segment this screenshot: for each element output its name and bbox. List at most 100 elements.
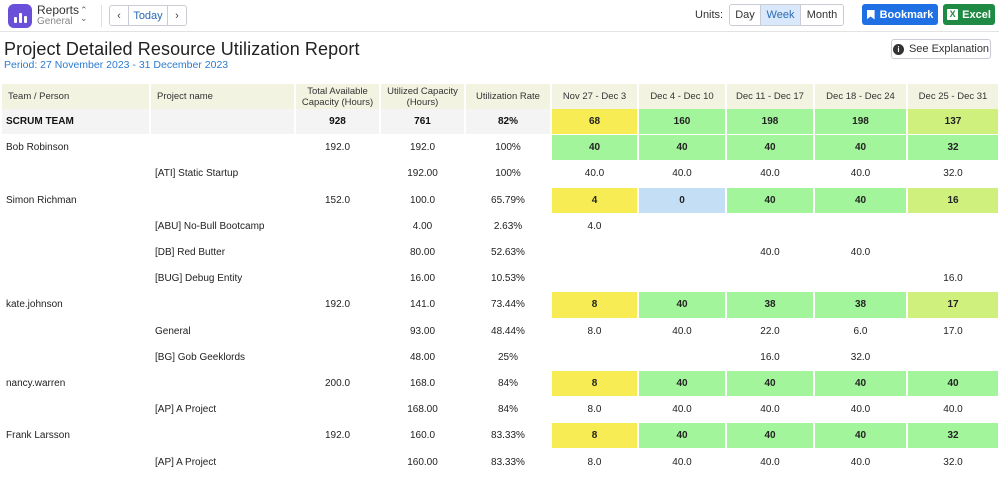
project-row: [ABU] No-Bull Bootcamp 4.00 2.63% 4.0: [2, 213, 999, 240]
cell-available: [296, 397, 381, 424]
col-week-5[interactable]: Dec 25 - Dec 31: [908, 84, 999, 109]
cell-rate: 48.44%: [466, 318, 552, 345]
cell-utilized: 168.0: [381, 370, 466, 398]
cell-available: 200.0: [296, 370, 381, 398]
col-project-name[interactable]: Project name: [151, 84, 296, 109]
cell-week-3: 40: [727, 370, 815, 398]
cell-project-name: [151, 109, 296, 136]
project-row: General 93.00 48.44% 8.0 40.0 22.0 6.0 17.0: [2, 318, 999, 345]
cell-rate: 100%: [466, 161, 552, 188]
cell-team-person: [2, 397, 151, 424]
cell-team-person: SCRUM TEAM: [2, 109, 151, 136]
cell-week-3: [727, 266, 815, 293]
cell-team-person: [2, 449, 151, 476]
cell-week-3: 16.0: [727, 344, 815, 371]
cell-available: [296, 449, 381, 476]
cell-project-name: [DB] Red Butter: [151, 239, 296, 267]
cell-week-5: [908, 213, 999, 240]
cell-week-3: 40: [727, 135, 815, 162]
utilization-table: Team / Person Project name Total Availab…: [2, 84, 999, 476]
app-title[interactable]: Reports: [37, 3, 80, 17]
excel-label: Excel: [962, 8, 991, 21]
cell-utilized: 80.00: [381, 239, 466, 267]
project-row: [BG] Gob Geeklords 48.00 25% 16.0 32.0: [2, 344, 999, 371]
col-week-1[interactable]: Nov 27 - Dec 3: [552, 84, 639, 109]
cell-week-2: 40: [639, 370, 727, 398]
cell-team-person: [2, 161, 151, 188]
cell-team-person: kate.johnson: [2, 292, 151, 319]
cell-rate: 82%: [466, 109, 552, 136]
cell-project-name: [151, 370, 296, 398]
divider: [101, 5, 102, 27]
cell-available: 152.0: [296, 187, 381, 214]
app-switcher-chevron-icon[interactable]: ⌃ ⌄: [80, 5, 88, 23]
cell-project-name: General: [151, 318, 296, 345]
col-utilized[interactable]: Utilized Capacity (Hours): [381, 84, 466, 109]
cell-rate: 65.79%: [466, 187, 552, 214]
cell-team-person: [2, 344, 151, 371]
cell-week-4: 40.0: [815, 449, 908, 476]
reports-app-icon[interactable]: [8, 4, 32, 28]
see-explanation-label: See Explanation: [908, 43, 990, 55]
cell-week-4: 38: [815, 292, 908, 319]
col-total-available[interactable]: Total Available Capacity (Hours): [296, 84, 381, 109]
today-button[interactable]: Today: [128, 6, 168, 25]
cell-utilized: 160.0: [381, 423, 466, 450]
cell-week-4: 32.0: [815, 344, 908, 371]
cell-week-4: 6.0: [815, 318, 908, 345]
col-week-2[interactable]: Dec 4 - Dec 10: [639, 84, 727, 109]
cell-week-5: 16: [908, 187, 999, 214]
cell-team-person: [2, 266, 151, 293]
cell-week-5: [908, 344, 999, 371]
cell-project-name: [151, 135, 296, 162]
cell-week-4: 198: [815, 109, 908, 136]
cell-rate: 52.63%: [466, 239, 552, 267]
cell-rate: 25%: [466, 344, 552, 371]
col-utilization-rate[interactable]: Utilization Rate: [466, 84, 552, 109]
cell-week-3: 40: [727, 187, 815, 214]
col-week-3[interactable]: Dec 11 - Dec 17: [727, 84, 815, 109]
col-week-4[interactable]: Dec 18 - Dec 24: [815, 84, 908, 109]
page-title: Project Detailed Resource Utilization Re…: [4, 39, 360, 59]
cell-project-name: [151, 292, 296, 319]
cell-week-5: 40.0: [908, 397, 999, 424]
cell-week-3: 198: [727, 109, 815, 136]
cell-week-1: [552, 266, 639, 293]
see-explanation-button[interactable]: i See Explanation: [891, 39, 991, 59]
unit-month-button[interactable]: Month: [801, 5, 843, 25]
cell-week-5: 40: [908, 370, 999, 398]
cell-available: 192.0: [296, 292, 381, 319]
cell-project-name: [ATI] Static Startup: [151, 161, 296, 188]
cell-available: 192.0: [296, 423, 381, 450]
bookmark-button[interactable]: Bookmark: [862, 4, 938, 25]
table-body: SCRUM TEAM 928 761 82% 68 160 198 198 137 Bob Rob…: [2, 109, 999, 476]
cell-rate: 100%: [466, 135, 552, 162]
cell-week-1: 4: [552, 187, 639, 214]
cell-week-5: 17.0: [908, 318, 999, 345]
cell-week-4: 40: [815, 370, 908, 398]
cell-week-4: 40.0: [815, 397, 908, 424]
excel-export-button[interactable]: X Excel: [943, 4, 995, 25]
cell-project-name: [BUG] Debug Entity: [151, 266, 296, 293]
col-team-person[interactable]: Team / Person: [2, 84, 151, 109]
cell-week-5: 32: [908, 423, 999, 450]
cell-rate: 2.63%: [466, 213, 552, 240]
cell-team-person: Simon Richman: [2, 187, 151, 214]
cell-team-person: [2, 318, 151, 345]
cell-week-5: 16.0: [908, 266, 999, 293]
unit-day-button[interactable]: Day: [730, 5, 761, 25]
cell-week-3: 40.0: [727, 397, 815, 424]
cell-utilized: 100.0: [381, 187, 466, 214]
unit-week-button[interactable]: Week: [761, 5, 801, 25]
cell-week-3: [727, 213, 815, 240]
prev-period-button[interactable]: ‹: [110, 6, 128, 25]
cell-utilized: 192.0: [381, 135, 466, 162]
cell-available: [296, 266, 381, 293]
next-period-button[interactable]: ›: [168, 6, 186, 25]
report-period: Period: 27 November 2023 - 31 December 2…: [4, 59, 229, 71]
cell-project-name: [151, 423, 296, 450]
cell-week-2: 0: [639, 187, 727, 214]
date-navigation: ‹ Today ›: [109, 5, 187, 26]
cell-team-person: Bob Robinson: [2, 135, 151, 162]
project-row: [AP] A Project 160.00 83.33% 8.0 40.0 40.0 40.…: [2, 449, 999, 476]
